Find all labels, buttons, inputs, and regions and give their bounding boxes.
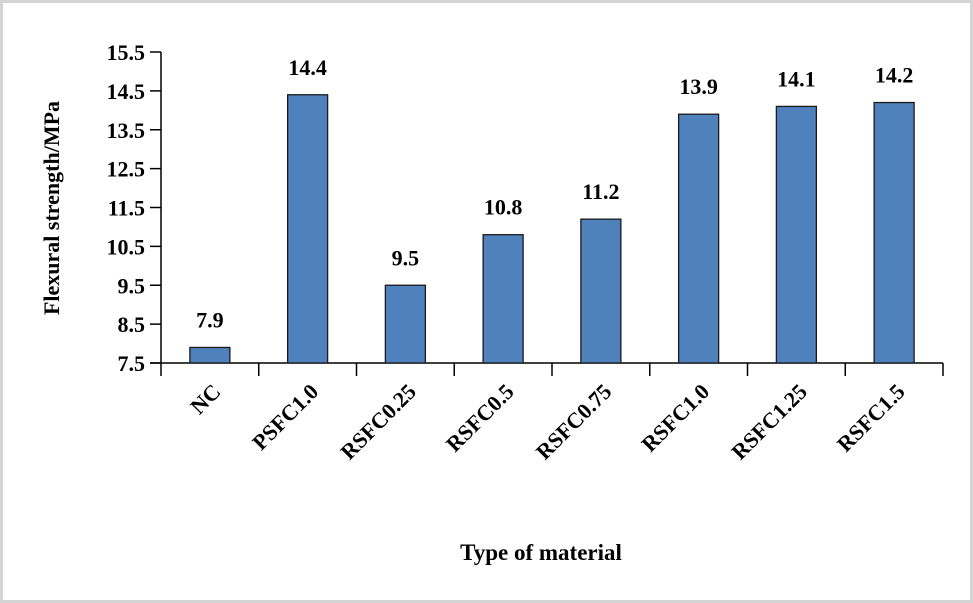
x-axis: NC PSFC1.0 RSFC0.25 RSFC0.5 RSFC0.75 RSFC1.0 R… bbox=[150, 362, 944, 465]
bar bbox=[482, 234, 524, 364]
bar bbox=[189, 346, 231, 364]
bar bbox=[677, 113, 720, 364]
data-label: 14.4 bbox=[288, 55, 327, 80]
x-tick-label: RSFC1.25 bbox=[726, 379, 812, 465]
y-tick-label: 12.5 bbox=[107, 157, 146, 182]
y-tick-label: 14.5 bbox=[107, 79, 146, 104]
y-tick-label: 13.5 bbox=[107, 118, 146, 143]
x-tick-label: RSFC1.0 bbox=[636, 379, 714, 457]
data-label: 9.5 bbox=[392, 245, 420, 270]
bar bbox=[286, 94, 329, 364]
x-axis-label: Type of material bbox=[460, 540, 622, 565]
x-tick-label: RSFC1.5 bbox=[832, 379, 910, 457]
bar bbox=[384, 284, 427, 364]
bar-chart: 7.5 8.5 9.5 10.5 11.5 12.5 13.5 14.5 15.5 NC PSFC… bbox=[39, 40, 944, 565]
bar bbox=[580, 218, 622, 364]
y-tick-label: 7.5 bbox=[118, 351, 146, 376]
x-tick-label: NC bbox=[185, 379, 225, 419]
y-tick-label: 11.5 bbox=[108, 196, 145, 221]
x-tick-label: RSFC0.5 bbox=[441, 379, 519, 457]
y-axis: 7.5 8.5 9.5 10.5 11.5 12.5 13.5 14.5 15.5 bbox=[107, 40, 162, 376]
data-label: 7.9 bbox=[196, 307, 224, 332]
data-label: 11.2 bbox=[582, 179, 619, 204]
x-tick-label: RSFC0.25 bbox=[335, 379, 421, 465]
bar bbox=[873, 101, 915, 364]
y-tick-label: 8.5 bbox=[118, 312, 146, 337]
data-label: 10.8 bbox=[484, 195, 523, 220]
bar bbox=[775, 105, 818, 364]
y-axis-label: Flexural strength/MPa bbox=[39, 101, 64, 315]
y-tick-label: 15.5 bbox=[107, 40, 146, 65]
bars: 7.9 14.4 9.5 10.8 11.2 13.9 14.1 14.2 bbox=[189, 55, 915, 364]
x-tick-label: PSFC1.0 bbox=[247, 379, 323, 455]
x-tick-label: RSFC0.75 bbox=[531, 379, 617, 465]
data-label: 14.2 bbox=[875, 63, 914, 88]
data-label: 13.9 bbox=[679, 74, 718, 99]
y-tick-label: 10.5 bbox=[107, 234, 146, 259]
data-label: 14.1 bbox=[777, 66, 816, 91]
y-tick-label: 9.5 bbox=[118, 273, 146, 298]
